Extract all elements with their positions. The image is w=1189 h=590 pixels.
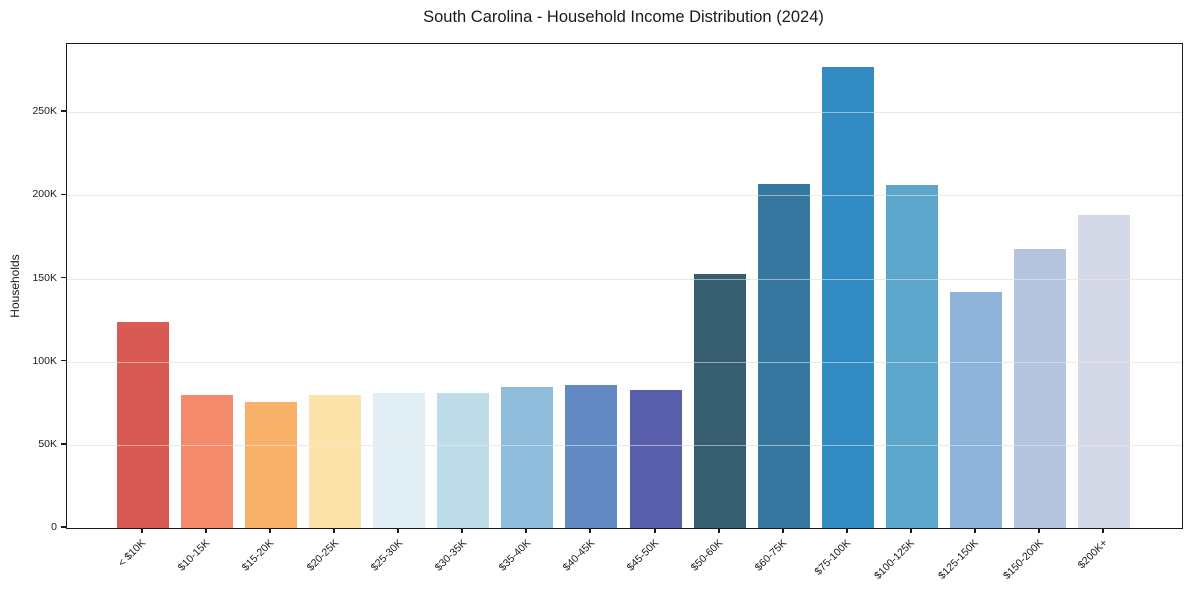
y-tick-label: 150K bbox=[32, 271, 57, 284]
bar bbox=[821, 67, 874, 528]
x-axis-tick bbox=[845, 528, 848, 534]
y-tick-label: 100K bbox=[32, 354, 57, 367]
x-tick-label: $10-15K bbox=[176, 537, 213, 574]
x-axis-tick bbox=[269, 528, 272, 534]
bar bbox=[949, 291, 1002, 528]
x-tick-label: < $10K bbox=[116, 537, 149, 570]
x-tick-label: $100-125K bbox=[872, 537, 918, 582]
x-tick-label: $75-100K bbox=[812, 537, 854, 578]
y-axis-tick bbox=[61, 110, 66, 112]
bar bbox=[1013, 248, 1066, 528]
y-axis-tick bbox=[61, 359, 66, 362]
gridline-overlay bbox=[67, 444, 1182, 446]
bar bbox=[117, 321, 169, 528]
x-axis-tick bbox=[717, 528, 720, 534]
x-tick-label: $50-60K bbox=[688, 537, 726, 574]
x-axis-tick bbox=[397, 528, 400, 534]
x-tick-label: $125-150K bbox=[936, 537, 982, 582]
x-axis-tick bbox=[141, 528, 143, 534]
bar bbox=[245, 401, 298, 528]
bar bbox=[757, 183, 810, 528]
gridline-overlay bbox=[67, 361, 1182, 363]
gridline-overlay bbox=[67, 195, 1182, 197]
x-tick-label: $200K+ bbox=[1075, 537, 1110, 572]
bar bbox=[629, 389, 682, 528]
x-axis-tick bbox=[909, 528, 912, 534]
y-axis-tick bbox=[61, 276, 66, 279]
bar bbox=[693, 273, 746, 528]
y-axis-tick bbox=[61, 526, 66, 528]
x-tick-label: $35-40K bbox=[496, 537, 533, 574]
x-tick-label: $150-200K bbox=[1000, 537, 1046, 582]
x-tick-label: $45-50K bbox=[624, 537, 662, 574]
bar bbox=[501, 386, 554, 528]
chart-title: South Carolina - Household Income Distri… bbox=[423, 8, 824, 26]
x-axis-tick bbox=[653, 528, 656, 534]
x-tick-label: $20-25K bbox=[304, 537, 341, 574]
x-axis-tick bbox=[973, 528, 976, 534]
y-tick-label: 50K bbox=[38, 437, 57, 450]
bar bbox=[437, 393, 490, 528]
x-tick-label: $25-30K bbox=[368, 537, 405, 574]
x-tick-label: $60-75K bbox=[752, 537, 790, 574]
y-axis-tick bbox=[61, 193, 66, 196]
x-axis-tick bbox=[205, 528, 208, 534]
x-axis-tick bbox=[1102, 528, 1104, 534]
y-axis-label: Households bbox=[8, 254, 22, 318]
y-axis-tick bbox=[61, 443, 66, 445]
y-tick-label: 200K bbox=[32, 188, 57, 201]
x-tick-label: $15-20K bbox=[240, 537, 277, 574]
x-axis-tick bbox=[1037, 528, 1040, 534]
gridline-overlay bbox=[67, 278, 1182, 280]
x-tick-label: $30-35K bbox=[432, 537, 469, 574]
bar bbox=[373, 393, 426, 528]
bar bbox=[1078, 215, 1130, 528]
x-tick-label: $40-45K bbox=[560, 537, 597, 574]
bar bbox=[565, 384, 618, 528]
plot-area bbox=[66, 43, 1183, 529]
x-axis-tick bbox=[781, 528, 784, 534]
x-axis-tick bbox=[461, 528, 464, 534]
y-tick-label: 0 bbox=[51, 521, 57, 533]
bar bbox=[309, 394, 362, 528]
x-axis-tick bbox=[589, 528, 592, 534]
gridline-overlay bbox=[67, 112, 1182, 114]
x-axis-tick bbox=[333, 528, 336, 534]
x-axis-tick bbox=[525, 528, 528, 534]
bar bbox=[181, 394, 234, 528]
y-tick-label: 250K bbox=[32, 105, 57, 118]
bar bbox=[885, 185, 938, 528]
